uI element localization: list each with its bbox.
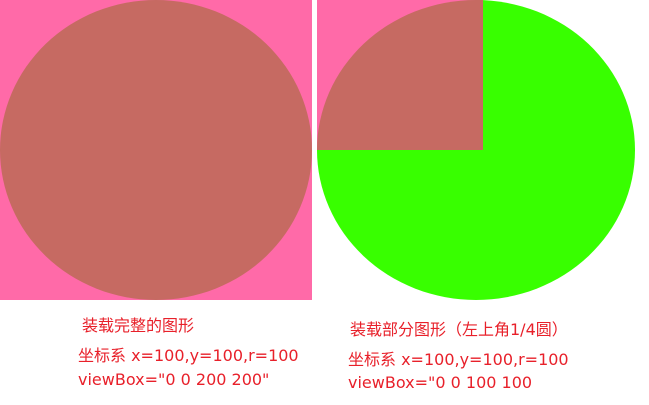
partial-shape-coordinates: 坐标系 x=100,y=100,r=100 xyxy=(348,350,569,369)
partial-shape-title: 装载部分图形（左上角1/4圆） xyxy=(350,320,568,339)
partial-shape-viewbox: viewBox="0 0 100 100 xyxy=(348,373,533,392)
full-circle xyxy=(0,0,312,300)
full-shape-panel xyxy=(0,0,312,300)
full-shape-canvas xyxy=(0,0,312,300)
full-shape-title: 装载完整的图形 xyxy=(82,316,195,335)
partial-shape-canvas xyxy=(317,0,635,300)
full-shape-coordinates: 坐标系 x=100,y=100,r=100 xyxy=(78,346,299,365)
quarter-circle xyxy=(317,0,483,150)
partial-shape-panel xyxy=(317,0,635,300)
full-shape-viewbox: viewBox="0 0 200 200" xyxy=(78,370,270,389)
